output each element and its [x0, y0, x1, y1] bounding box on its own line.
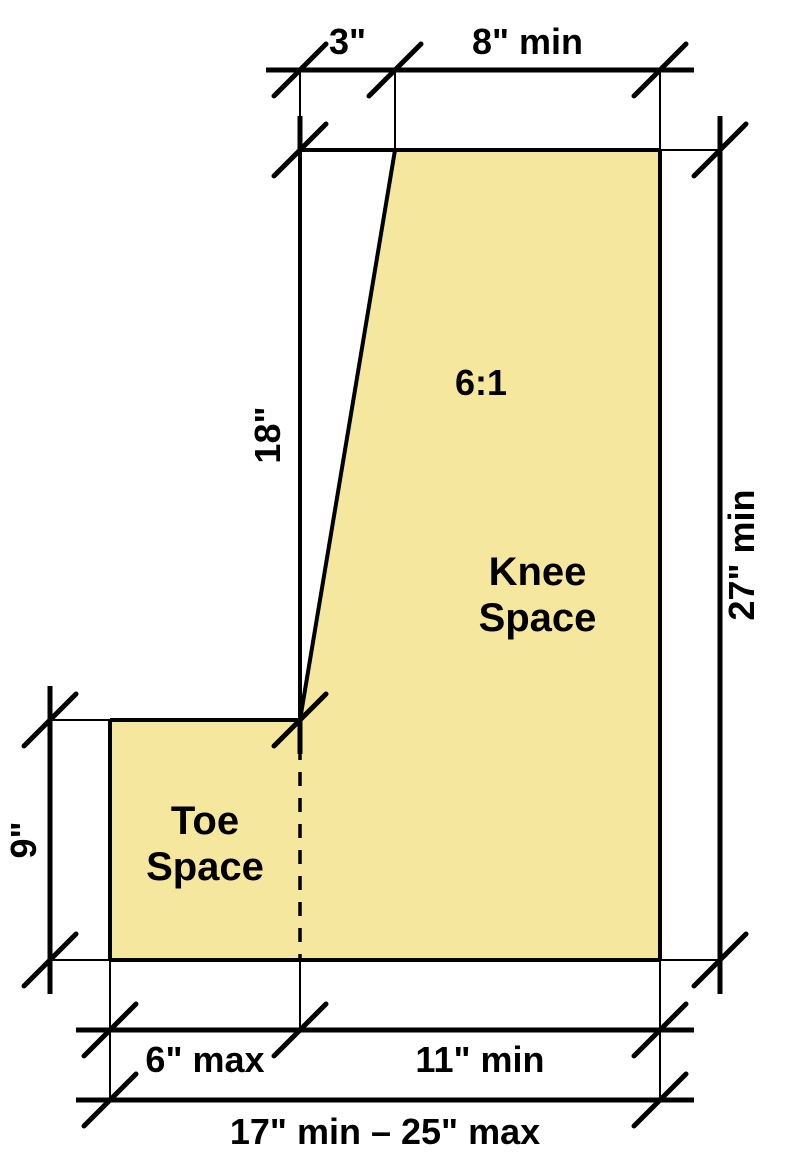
dim-3in-label: 3": [329, 21, 366, 62]
dim-total-label: 17" min – 25" max: [230, 1111, 540, 1152]
slope-ratio-label: 6:1: [455, 362, 507, 403]
dim-8in-label: 8" min: [472, 21, 583, 62]
toe-space-label-2: Space: [146, 845, 264, 889]
toe-space-label-1: Toe: [171, 799, 239, 843]
dim-11in-label: 11" min: [415, 1039, 544, 1080]
dim-27in-label: 27" min: [721, 489, 762, 620]
dim-9in-label: 9": [3, 821, 44, 858]
knee-space-label-1: Knee: [489, 550, 587, 594]
knee-space-label-2: Space: [479, 596, 597, 640]
dim-18in-label: 18": [247, 406, 288, 463]
dim-6in-label: 6" max: [145, 1039, 264, 1080]
